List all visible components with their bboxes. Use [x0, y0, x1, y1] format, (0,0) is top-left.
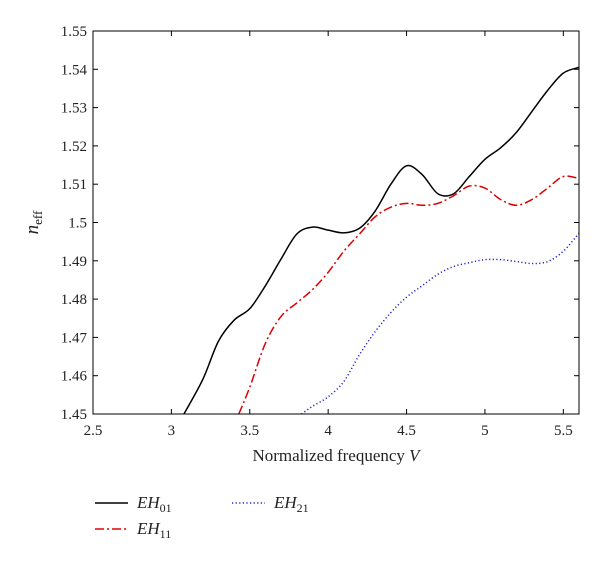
- x-axis-title: Normalized frequency V: [252, 446, 422, 465]
- y-axis-title-main: n: [22, 225, 43, 235]
- x-tick-label: 3.5: [240, 423, 259, 439]
- x-tick-label: 5: [481, 423, 489, 439]
- y-axis-title: neff: [22, 210, 45, 234]
- y-tick-label: 1.47: [61, 330, 88, 346]
- legend-label-main: EH: [136, 519, 161, 538]
- y-tick-label: 1.5: [68, 216, 87, 232]
- y-tick-label: 1.52: [61, 139, 87, 155]
- y-tick-label: 1.45: [61, 407, 87, 423]
- x-tick-label: 3: [168, 423, 176, 439]
- legend-item-eh21: EH21: [232, 493, 309, 515]
- legend-label-sub: 01: [160, 501, 172, 515]
- x-tick-label: 4.5: [397, 423, 416, 439]
- legend-label-main: EH: [273, 493, 298, 512]
- y-tick-label: 1.53: [61, 101, 87, 117]
- legend-item-eh11: EH11: [95, 519, 171, 541]
- legend-item-eh01: EH01: [95, 493, 172, 515]
- legend-label: EH11: [136, 519, 171, 541]
- legend-label-sub: 21: [297, 501, 309, 515]
- x-axis-title-text: Normalized frequency: [252, 446, 409, 465]
- y-tick-label: 1.51: [61, 177, 87, 193]
- legend-label: EH21: [273, 493, 309, 515]
- x-tick-label: 2.5: [84, 423, 103, 439]
- x-axis-title-variable: V: [409, 446, 422, 465]
- legend-label-main: EH: [136, 493, 161, 512]
- series-line-eh21: [301, 232, 579, 414]
- x-tick-label: 5.5: [554, 423, 573, 439]
- plot-frame: [92, 30, 580, 415]
- x-tick-label: 4: [324, 423, 332, 439]
- y-tick-label: 1.49: [61, 254, 87, 270]
- y-tick-label: 1.48: [61, 292, 87, 308]
- legend-label-sub: 11: [160, 527, 172, 541]
- y-tick-label: 1.54: [61, 62, 88, 78]
- y-tick-label: 1.55: [61, 24, 87, 40]
- series-line-eh11: [238, 175, 579, 414]
- y-tick-label: 1.46: [61, 369, 88, 385]
- series-line-eh01: [183, 66, 579, 414]
- legend-label: EH01: [136, 493, 172, 515]
- y-axis-title-sub: eff: [30, 210, 45, 225]
